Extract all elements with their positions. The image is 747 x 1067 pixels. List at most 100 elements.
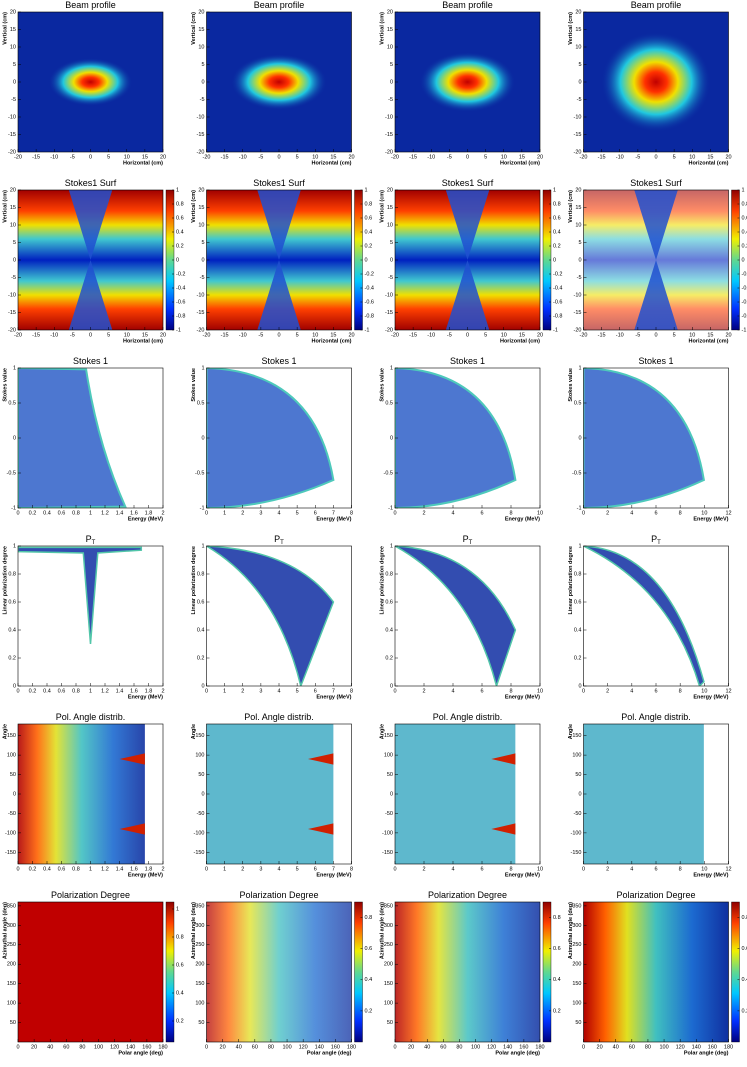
colorbar-tick-label: 0.8: [553, 915, 561, 921]
x-tick-label: 2: [241, 866, 244, 872]
y-tick-label: 0: [201, 435, 204, 441]
y-axis-label: Stokes value: [191, 368, 197, 402]
y-tick-label: 5: [390, 62, 393, 68]
y-tick-label: 5: [578, 240, 581, 246]
x-tick-label: 8: [679, 866, 682, 872]
x-tick-label: 1.6: [130, 866, 138, 872]
y-tick-label: -10: [8, 114, 16, 120]
spike: [491, 823, 516, 835]
plot-area: [18, 12, 163, 152]
plot-area: [395, 546, 517, 686]
y-tick-label: 0: [390, 791, 393, 797]
y-tick-label: 50: [575, 772, 581, 778]
x-tick-label: -20: [391, 332, 399, 338]
y-axis-label: Linear polarization degree: [191, 546, 197, 614]
title-text: Beam profile: [442, 0, 493, 10]
x-tick-label: 20: [160, 332, 166, 338]
panel-title: Polarization Degree: [428, 890, 507, 900]
title-text: P: [463, 534, 469, 544]
y-tick-label: 5: [201, 240, 204, 246]
y-tick-label: -10: [197, 114, 205, 120]
y-tick-label: -5: [388, 97, 393, 103]
y-tick-label: 0.2: [197, 655, 205, 661]
y-tick-label: 5: [201, 62, 204, 68]
y-tick-label: 250: [572, 942, 581, 948]
y-tick-label: 0.2: [385, 655, 393, 661]
x-axis-label: Energy (MeV): [505, 694, 540, 700]
title-text: Pol. Angle distrib.: [244, 712, 314, 722]
y-tick-label: 0.6: [574, 599, 582, 605]
panel-title: Polarization Degree: [51, 890, 130, 900]
y-tick-label: 0: [390, 79, 393, 85]
y-tick-label: 0.6: [197, 599, 205, 605]
x-axis-label: Energy (MeV): [693, 694, 728, 700]
x-tick-label: 100: [659, 1044, 668, 1050]
colorbar-tick-label: 0.4: [553, 229, 561, 235]
x-tick-label: 15: [142, 332, 148, 338]
spike: [491, 753, 516, 765]
x-tick-label: 0: [654, 332, 657, 338]
x-tick-label: 140: [126, 1044, 135, 1050]
x-axis-label: Horizontal (cm): [123, 338, 163, 344]
x-axis-label: Energy (MeV): [693, 872, 728, 878]
y-tick-label: 100: [572, 1001, 581, 1007]
colorbar-tick-label: 0.4: [553, 977, 561, 983]
wedge: [634, 190, 678, 330]
x-tick-label: 10: [501, 154, 507, 160]
y-tick-label: 350: [384, 903, 393, 909]
y-tick-label: 0: [13, 79, 16, 85]
y-tick-label: -50: [197, 811, 205, 817]
x-tick-label: 4: [451, 688, 454, 694]
density: [18, 546, 143, 645]
y-tick-label: -15: [385, 132, 393, 138]
x-tick-label: 40: [47, 1044, 53, 1050]
x-tick-label: 20: [220, 1044, 226, 1050]
colorbar-tick-label: 0.2: [742, 243, 747, 249]
x-tick-label: 120: [299, 1044, 308, 1050]
x-tick-label: -20: [203, 332, 211, 338]
x-axis-label: Polar angle (deg): [684, 1050, 729, 1056]
x-tick-label: -5: [258, 332, 263, 338]
x-tick-label: 80: [456, 1044, 462, 1050]
x-tick-label: 5: [484, 332, 487, 338]
y-tick-label: -100: [193, 830, 204, 836]
panel: Stokes 1 0 2 4 6 8 10 -1 -0.5 0 0.5 1 Energy (MeV) St…: [379, 356, 543, 522]
title-subscript: T: [280, 540, 284, 546]
x-tick-label: 0: [277, 154, 280, 160]
title-text: Stokes 1: [638, 356, 673, 366]
panel-title: Beam profile: [631, 0, 682, 10]
x-tick-label: 10: [537, 688, 543, 694]
colorbar-tick-label: 1: [365, 187, 368, 193]
colorbar-tick-label: -1: [176, 327, 181, 333]
x-tick-label: -15: [598, 154, 606, 160]
y-axis-label: Azimuthal angle (deg): [191, 902, 197, 959]
x-tick-label: 8: [509, 510, 512, 516]
title-text: Beam profile: [631, 0, 682, 10]
x-tick-label: 180: [535, 1044, 544, 1050]
panel: Polarization Degree 0 20 40 60 80 100 120 140 160…: [191, 890, 372, 1056]
plot-area: [206, 368, 335, 508]
plot-area: [583, 368, 706, 508]
y-tick-label: -1: [577, 505, 582, 511]
y-tick-label: -100: [5, 830, 16, 836]
x-tick-label: 6: [654, 510, 657, 516]
y-tick-label: 0: [578, 79, 581, 85]
y-tick-label: 100: [384, 753, 393, 759]
x-tick-label: 4: [277, 688, 280, 694]
background: [206, 902, 352, 1042]
y-tick-label: -1: [11, 505, 16, 511]
panel: Pol. Angle distrib. 0 2 4 6 8 10 12 -150 -100 -50 0…: [568, 712, 732, 878]
panel: Stokes 1 0 0.2 0.4 0.6 0.8 1 1.2 1.4 1.6 1.8 2 -1 -0.…: [2, 356, 164, 522]
x-tick-label: 20: [725, 332, 731, 338]
x-tick-label: 12: [725, 688, 731, 694]
density: [583, 724, 704, 864]
colorbar-tick-label: 0: [176, 257, 179, 263]
y-tick-label: 0: [578, 683, 581, 689]
density: [583, 546, 705, 686]
x-tick-label: 8: [679, 688, 682, 694]
x-tick-label: 6: [654, 688, 657, 694]
x-tick-label: -10: [616, 154, 624, 160]
x-tick-label: 2: [422, 866, 425, 872]
x-tick-label: 120: [110, 1044, 119, 1050]
x-tick-label: -20: [14, 154, 22, 160]
